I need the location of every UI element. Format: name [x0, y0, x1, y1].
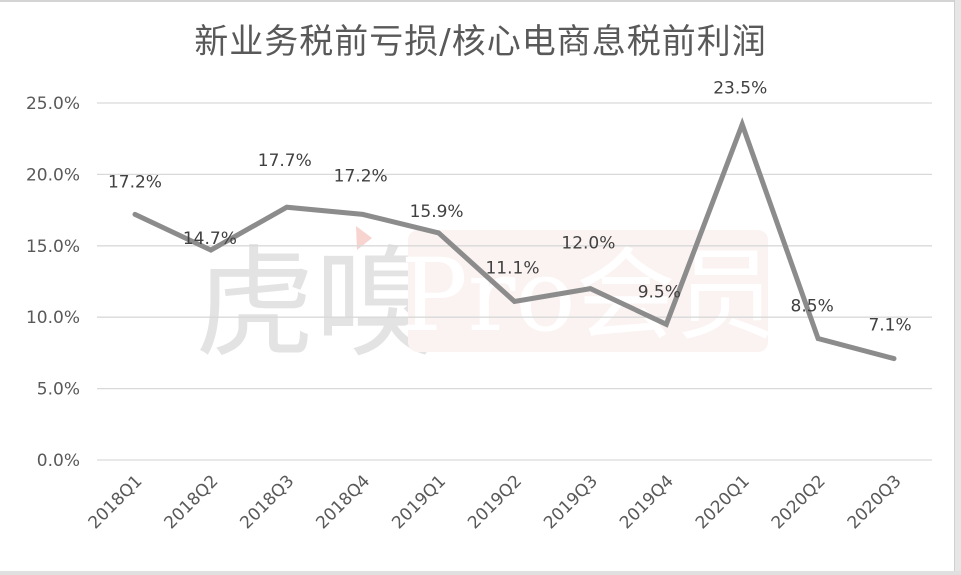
grid-lines: [97, 102, 932, 461]
x-tick-label: 2020Q3: [844, 471, 906, 533]
data-label: 17.2%: [334, 166, 388, 186]
data-label: 7.1%: [868, 316, 911, 336]
x-axis: 2018Q1 2018Q2 2018Q3 2018Q4 2019Q1 2019Q2 2019…: [85, 471, 906, 533]
data-label: 23.5%: [713, 78, 767, 98]
frame-right-border: [954, 0, 961, 575]
data-label: 8.5%: [791, 297, 834, 317]
data-label: 17.2%: [108, 172, 162, 192]
x-tick-label: 2019Q3: [540, 471, 602, 533]
data-label: 17.7%: [258, 151, 312, 171]
chart-title: 新业务税前亏损/核心电商息税前利润: [194, 22, 767, 62]
x-tick-label: 2019Q4: [616, 471, 678, 533]
data-label: 9.5%: [638, 282, 681, 302]
y-axis: 0.0% 5.0% 10.0% 15.0% 20.0% 25.0%: [26, 94, 80, 471]
frame-bottom-border: [0, 571, 961, 575]
data-labels: 17.2% 14.7% 17.7% 17.2% 15.9% 11.1% 12.0% 9.5% 2…: [108, 78, 912, 335]
y-tick-label: 5.0%: [37, 380, 80, 400]
x-tick-label: 2018Q4: [312, 471, 374, 533]
watermark-accent-icon: [356, 226, 372, 250]
series-line: [132, 117, 897, 362]
data-label: 15.9%: [410, 202, 464, 222]
x-tick-label: 2018Q1: [85, 471, 147, 533]
data-label: 12.0%: [561, 234, 615, 254]
data-label: 14.7%: [183, 229, 237, 249]
data-label: 11.1%: [485, 258, 539, 278]
y-tick-label: 25.0%: [26, 94, 80, 114]
y-tick-label: 15.0%: [26, 237, 80, 257]
x-tick-label: 2019Q1: [388, 471, 450, 533]
frame-top-border: [0, 0, 961, 2]
x-tick-label: 2018Q2: [161, 471, 223, 533]
x-tick-label: 2020Q2: [768, 471, 830, 533]
y-tick-label: 20.0%: [26, 165, 80, 185]
watermark-brand: 虎嗅: [195, 235, 435, 374]
x-tick-label: 2020Q1: [692, 471, 754, 533]
line-series: [132, 117, 897, 362]
x-tick-label: 2018Q3: [236, 471, 298, 533]
y-tick-label: 10.0%: [26, 308, 80, 328]
x-tick-label: 2019Q2: [464, 471, 526, 533]
watermark-badge-text: Pro会员: [400, 237, 775, 354]
y-tick-label: 0.0%: [37, 451, 80, 471]
